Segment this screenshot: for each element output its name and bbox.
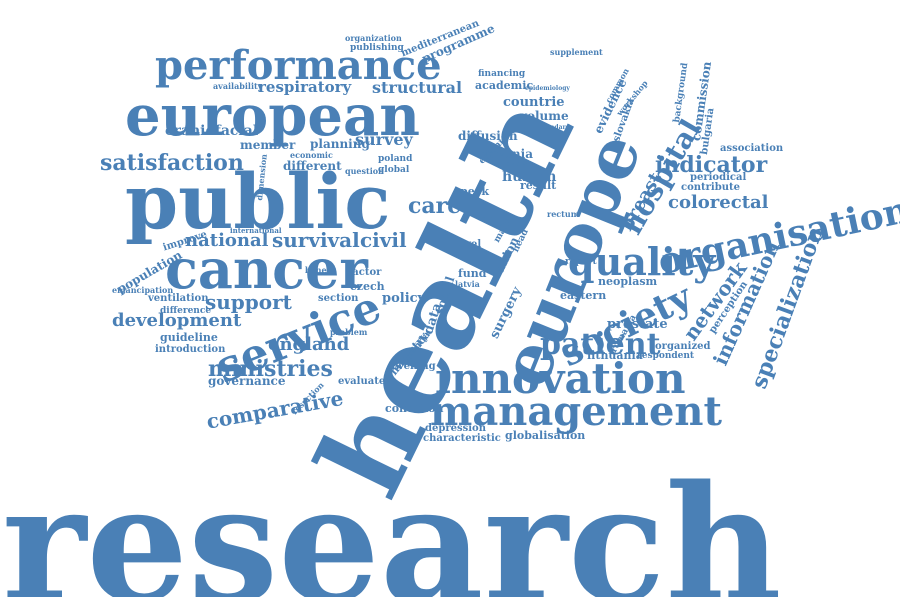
word-depression: depression <box>425 423 486 434</box>
word-dwelling: dwelling <box>388 361 436 372</box>
word-european: european <box>125 83 420 149</box>
word-epidemiology: epidemiology <box>525 85 570 92</box>
word-introduction: introduction <box>155 344 226 355</box>
word-diffusion: diffusion <box>458 129 518 143</box>
word-globalisation: globalisation <box>505 429 586 442</box>
word-policy: policy <box>382 291 426 306</box>
word-emancipation: emancipation <box>112 285 174 295</box>
word-contribute: contribute <box>681 182 740 193</box>
word-civil: civil <box>360 228 407 252</box>
word-availability: availability <box>213 81 263 91</box>
word-management: management <box>430 388 722 435</box>
word-background: background <box>672 62 691 124</box>
word-governance: governance <box>208 374 286 388</box>
word-patient: patient <box>540 327 661 362</box>
word-planning: planning <box>310 137 370 151</box>
word-quality: quality <box>568 239 716 284</box>
word-performance: performance <box>155 42 442 89</box>
word-benefit: benefit <box>305 265 337 275</box>
word-association: association <box>720 143 784 154</box>
word-satisfaction: satisfaction <box>100 150 244 176</box>
word-evaluate: evaluate <box>338 376 386 387</box>
word-neoplasm: neoplasm <box>598 275 658 288</box>
word-section: section <box>318 293 359 304</box>
word-england: england <box>268 334 350 355</box>
word-economic: economic <box>290 150 333 160</box>
word-difference: difference <box>160 306 212 316</box>
word-periodical: periodical <box>690 172 747 183</box>
word-financing: financing <box>478 69 526 79</box>
word-craniofacial: craniofacial <box>165 123 259 139</box>
word-guideline: guideline <box>160 331 218 344</box>
word-care: care <box>408 193 462 219</box>
word-factor: factor <box>348 267 382 278</box>
word-development: development <box>112 310 242 331</box>
word-respondent: respondent <box>637 351 695 361</box>
word-human: human <box>502 169 557 185</box>
word-question: question <box>345 166 384 176</box>
word-rectum: rectum <box>547 209 580 219</box>
word-prostate: prostate <box>607 317 668 332</box>
word-lithuania: lithuania <box>587 349 643 362</box>
word-global: global <box>378 165 410 175</box>
word-respiratory: respiratory <box>258 78 352 96</box>
word-latvia: latvia <box>455 279 480 289</box>
word-poland: poland <box>378 154 413 164</box>
word-countrie: countrie <box>503 95 565 110</box>
word-academic: academic <box>475 79 534 92</box>
word-publishing: publishing <box>350 43 404 53</box>
word-survey: survey <box>355 130 413 149</box>
word-ventilation: ventilation <box>148 293 209 304</box>
word-czech: czech <box>350 280 385 293</box>
word-research: research <box>2 450 782 597</box>
word-slovenia: slovenia <box>478 147 533 161</box>
word-eastern: eastern <box>560 289 607 302</box>
word-field: field <box>475 210 495 220</box>
word-condition: condition <box>385 402 444 415</box>
word-support: support <box>205 290 292 314</box>
word-characteristic: characteristic <box>423 433 501 444</box>
word-innovation: innovation <box>435 354 686 403</box>
word-ministries: ministries <box>208 356 333 382</box>
word-public: public <box>125 157 391 246</box>
word-problem: problem <box>330 327 368 337</box>
word-standard: standard <box>540 124 570 131</box>
word-organization: organization <box>345 33 402 43</box>
word-result: result <box>520 179 557 192</box>
word-review: review <box>502 159 528 168</box>
word-cancer: cancer <box>165 237 368 301</box>
word-survival: survival <box>272 228 360 252</box>
word-level: level <box>455 239 482 250</box>
word-national: national <box>185 230 269 251</box>
word-peck: peck <box>460 185 490 198</box>
word-structural: structural <box>372 78 463 97</box>
word-report: report <box>565 257 597 267</box>
word-supplement: supplement <box>550 47 603 57</box>
word-different: different <box>283 159 342 173</box>
word-fund: fund <box>458 267 487 280</box>
word-organized: organized <box>655 341 711 352</box>
word-international: international <box>230 226 282 235</box>
word-member: member <box>240 138 296 152</box>
word-indicator: indicator <box>655 152 768 178</box>
word-volume: volume <box>520 109 569 123</box>
word-colorectal: colorectal <box>668 192 769 213</box>
